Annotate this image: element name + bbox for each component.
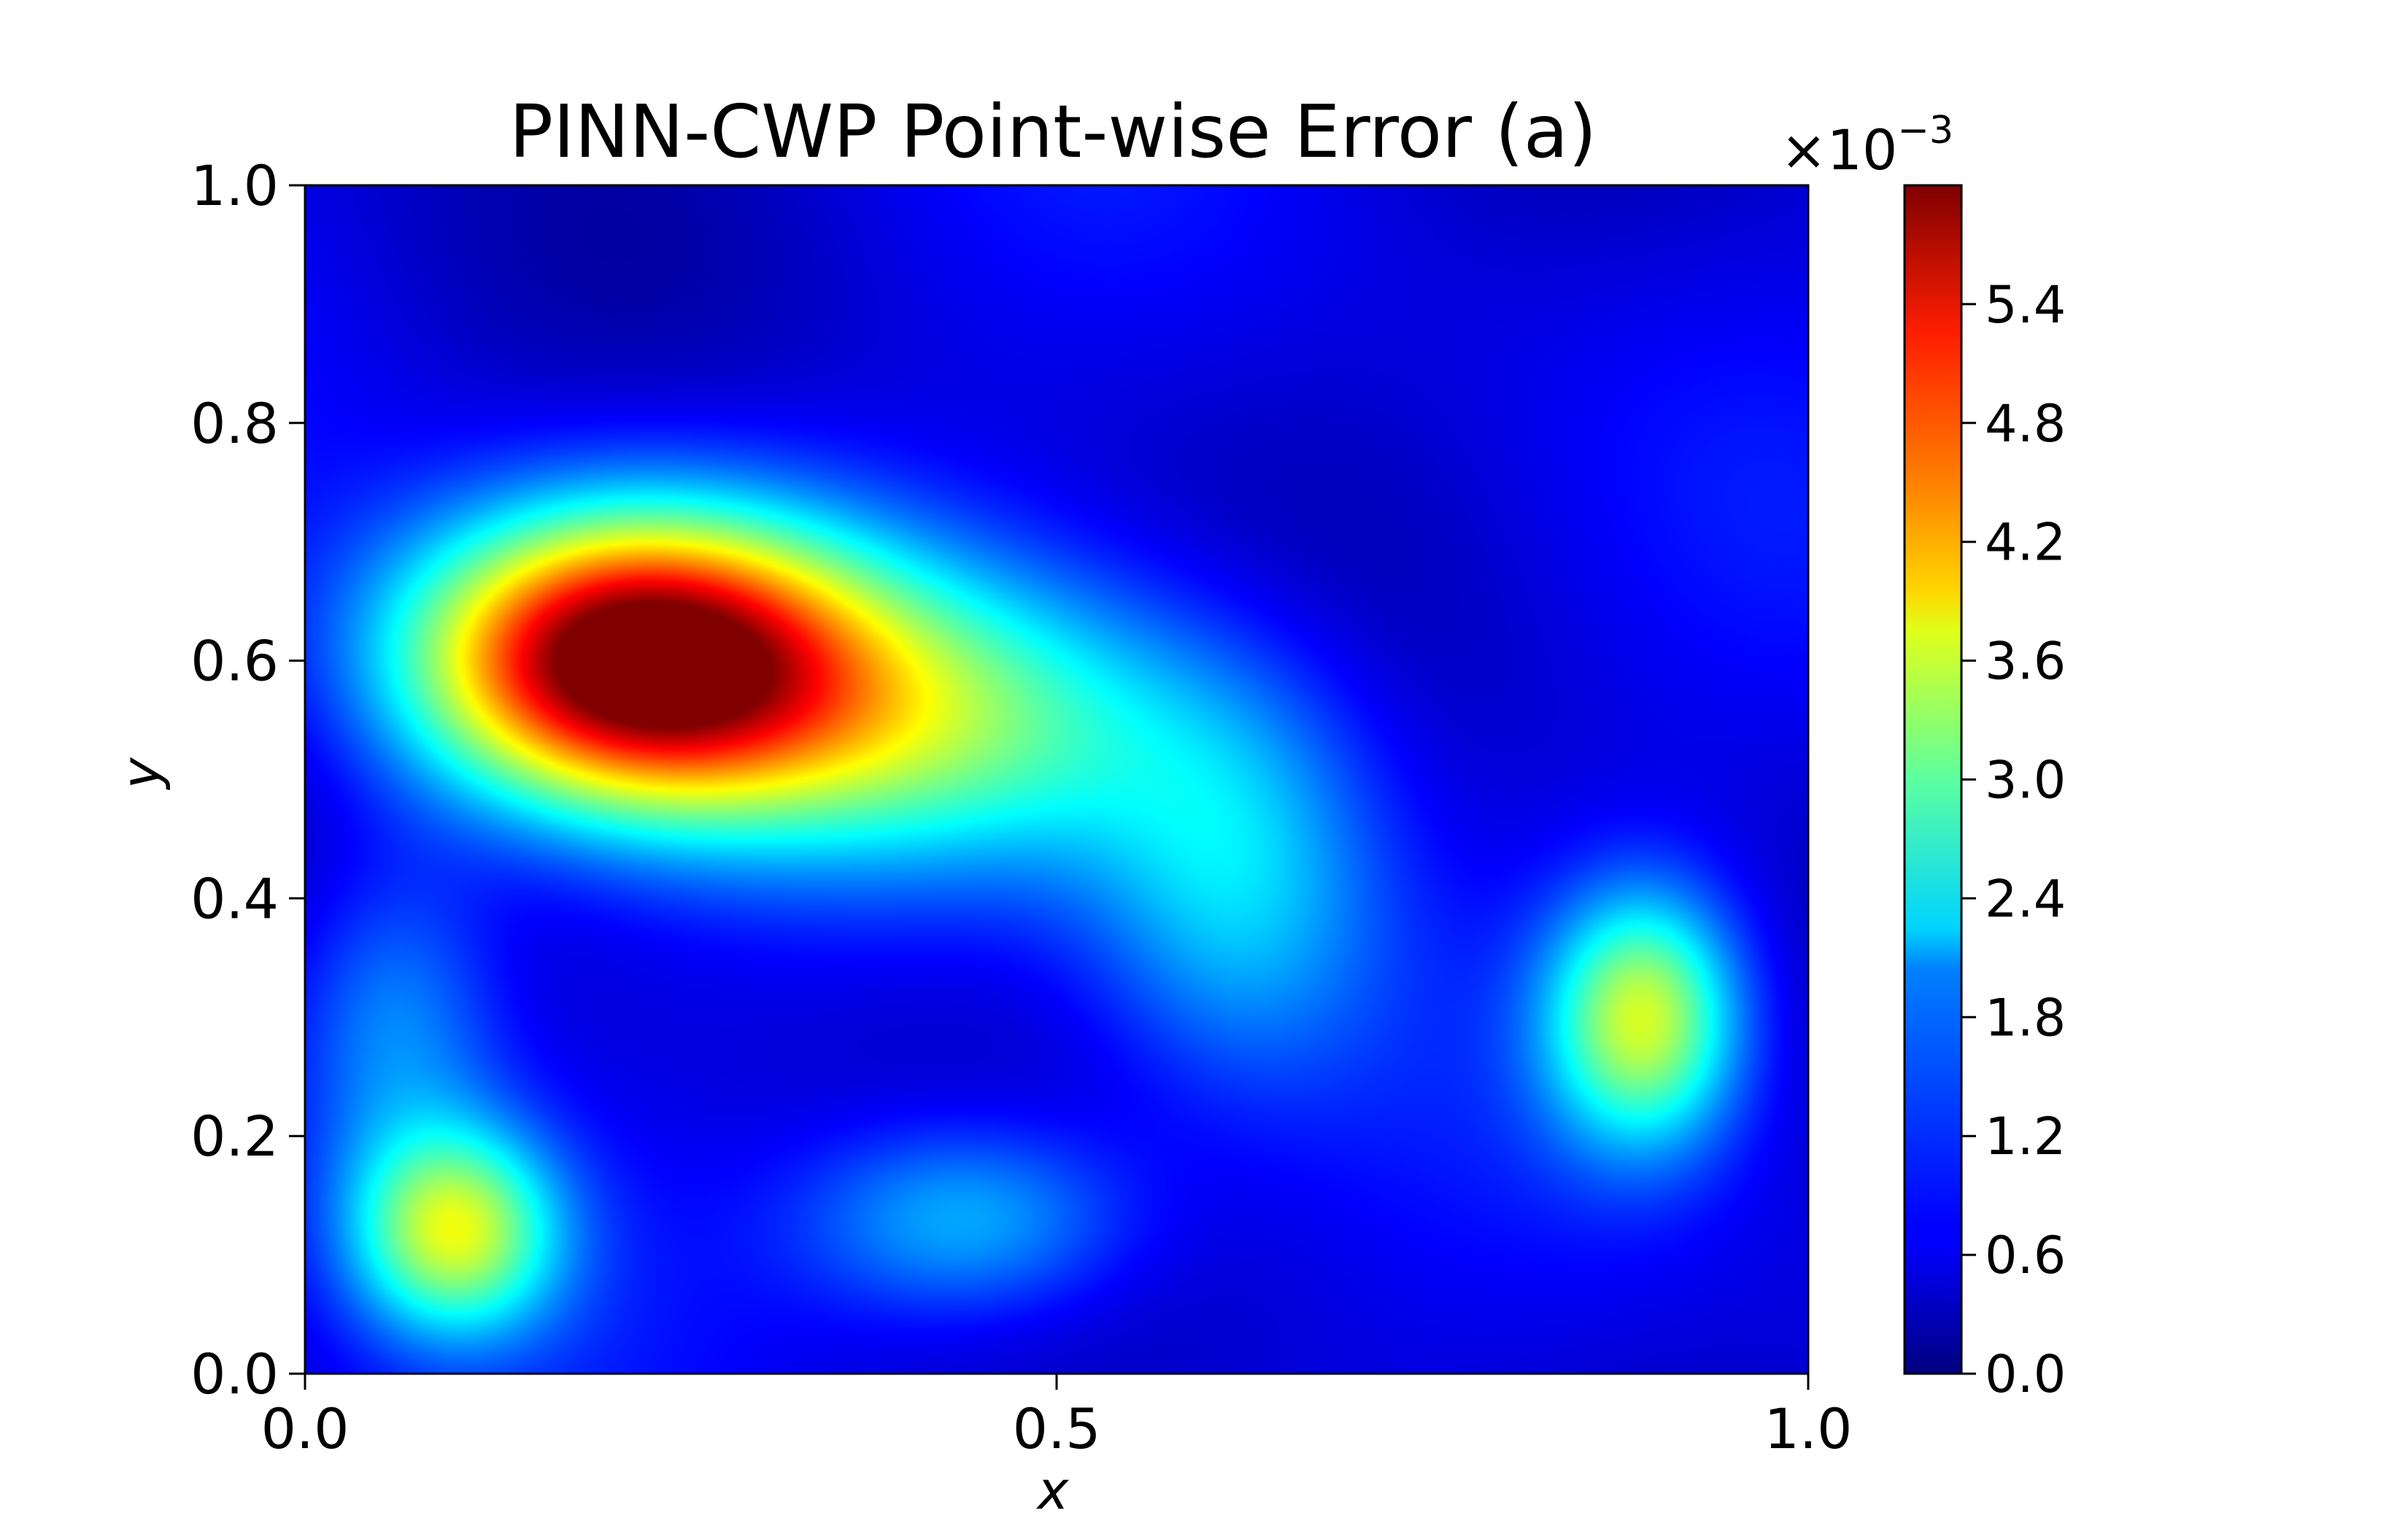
- colorbar-tick-label: 1.8: [1985, 988, 2066, 1048]
- x-axis-label: x: [1036, 1460, 1070, 1521]
- colorbar-multiplier: ×10−3: [1780, 109, 1953, 182]
- colorbar-tick-label: 2.4: [1985, 869, 2066, 929]
- x-axis-ticks: 0.0 0.5 1.0: [261, 1374, 1853, 1461]
- colorbar-tick-label: 4.2: [1985, 513, 2066, 573]
- colorbar-tick-label: 3.6: [1985, 632, 2066, 692]
- chart-title: PINN-CWP Point-wise Error (a): [509, 89, 1597, 174]
- y-tick-label: 0.2: [190, 1104, 279, 1169]
- colorbar-tick-label: 1.2: [1985, 1107, 2066, 1167]
- y-tick-label: 0.4: [190, 866, 279, 931]
- x-tick-label: 0.0: [261, 1396, 350, 1461]
- y-tick-label: 0.0: [190, 1342, 279, 1407]
- heatmap-image: [305, 185, 1808, 1374]
- colorbar-tick-label: 0.0: [1985, 1345, 2066, 1404]
- plot-area: [304, 184, 1810, 1375]
- colorbar-tick-label: 3.0: [1985, 751, 2066, 811]
- y-axis-label: y: [110, 757, 171, 790]
- colorbar-tick-label: 0.6: [1985, 1226, 2066, 1285]
- y-tick-label: 0.6: [190, 629, 279, 694]
- colorbar-tick-label: 4.8: [1985, 394, 2066, 454]
- colorbar-ticks: 0.0 0.6 1.2 1.8 2.4 3.0 3.6 4.2 4.8 5.4: [1961, 275, 2066, 1404]
- x-tick-label: 1.0: [1764, 1396, 1853, 1461]
- x-tick-label: 0.5: [1013, 1396, 1101, 1461]
- y-axis-ticks: 0.0 0.2 0.4 0.6 0.8 1.0: [190, 153, 305, 1407]
- colorbar-tick-label: 5.4: [1985, 275, 2066, 335]
- colorbar-gradient: [1905, 185, 1961, 1374]
- y-tick-label: 1.0: [190, 153, 279, 218]
- colorbar: 0.0 0.6 1.2 1.8 2.4 3.0 3.6 4.2 4.8 5.4 ×10−3: [1780, 109, 2066, 1404]
- y-tick-label: 0.8: [190, 391, 279, 456]
